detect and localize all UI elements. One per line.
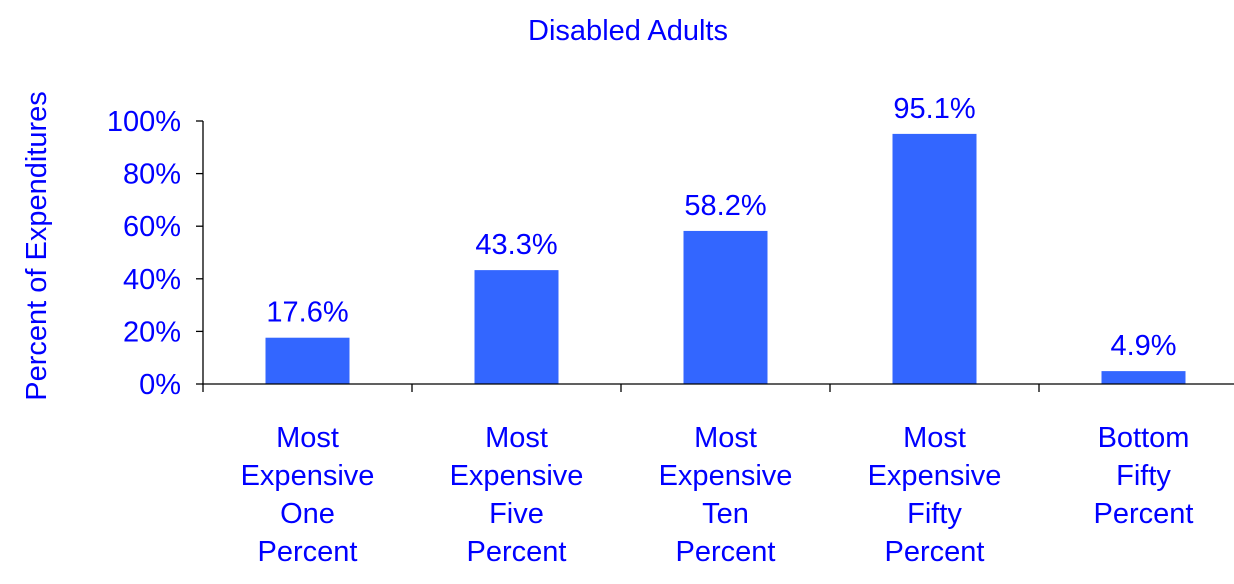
- data-label: 4.9%: [1110, 330, 1176, 362]
- y-ticks: 0% 20% 40% 60% 80% 100%: [107, 106, 1040, 401]
- bar: [683, 230, 768, 384]
- category-label: Expensive: [450, 460, 584, 492]
- chart-title: Disabled Adults: [528, 15, 728, 47]
- category-label: Percent: [467, 536, 567, 568]
- category-label: Fifty: [907, 498, 962, 530]
- category-label: Expensive: [241, 460, 375, 492]
- category-label: Expensive: [868, 460, 1002, 492]
- category-label: Expensive: [659, 460, 793, 492]
- bar: [474, 270, 559, 384]
- category-label: Five: [489, 498, 544, 530]
- data-label: 43.3%: [475, 229, 557, 261]
- category-label: Percent: [1094, 498, 1194, 530]
- bars: [265, 133, 1186, 384]
- category-label: Ten: [702, 498, 749, 530]
- category-label: Most: [276, 422, 339, 454]
- category-label: Most: [485, 422, 548, 454]
- category-label: Percent: [885, 536, 985, 568]
- bar: [1101, 371, 1186, 384]
- data-label: 58.2%: [684, 190, 766, 222]
- category-label: Percent: [258, 536, 358, 568]
- category-label: One: [280, 498, 335, 530]
- category-label: Percent: [676, 536, 776, 568]
- y-tick-label: 80%: [123, 159, 181, 191]
- y-tick-label: 60%: [123, 211, 181, 243]
- y-axis-label: Percent of Expenditures: [21, 91, 53, 401]
- category-label: Most: [903, 422, 966, 454]
- category-labels: Most Expensive One Percent Most Expensive Five…: [241, 422, 1194, 568]
- bar: [265, 337, 350, 384]
- y-tick-label: 100%: [107, 106, 181, 138]
- data-label: 17.6%: [266, 297, 348, 329]
- y-tick-label: 40%: [123, 264, 181, 296]
- category-label: Fifty: [1116, 460, 1171, 492]
- category-label: Bottom: [1098, 422, 1190, 454]
- y-tick-label: 20%: [123, 316, 181, 348]
- data-label: 95.1%: [893, 93, 975, 125]
- y-tick-label: 0%: [139, 369, 181, 401]
- category-label: Most: [694, 422, 757, 454]
- data-labels: 17.6% 43.3% 58.2% 95.1% 4.9%: [266, 93, 1176, 362]
- bar: [892, 133, 977, 384]
